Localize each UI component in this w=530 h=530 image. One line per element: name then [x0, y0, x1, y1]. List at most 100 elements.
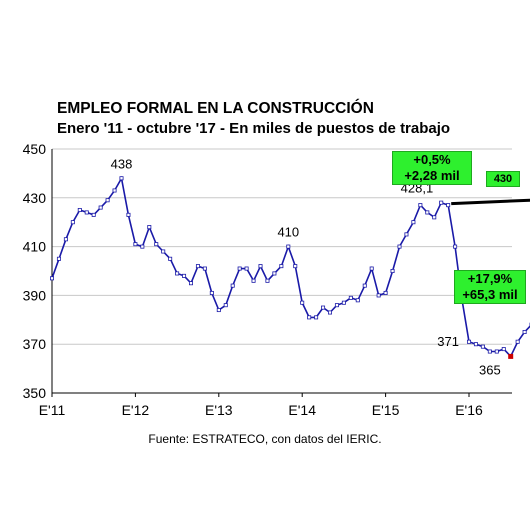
chart-subtitle: Enero '11 - octubre '17 - En miles de pu… — [57, 120, 451, 137]
data-point — [279, 264, 284, 269]
data-point — [473, 342, 478, 347]
data-point — [439, 200, 444, 205]
data-point — [446, 203, 451, 208]
point-label: 410 — [277, 225, 299, 240]
chart-title: EMPLEO FORMAL EN LA CONSTRUCCIÓN — [57, 100, 374, 117]
end-value-box: 430 — [486, 171, 520, 187]
data-point — [487, 349, 492, 354]
data-point — [327, 310, 332, 315]
data-point — [161, 249, 166, 254]
data-point — [494, 349, 499, 354]
data-point — [251, 278, 256, 283]
axes — [51, 149, 512, 397]
data-point — [182, 273, 187, 278]
data-point — [98, 205, 103, 210]
data-point — [383, 290, 388, 295]
x-tick-label: E'11 — [39, 402, 66, 418]
data-point — [119, 176, 124, 181]
data-point — [126, 212, 131, 217]
data-point — [334, 303, 339, 308]
x-tick-label: E'15 — [372, 402, 400, 418]
data-point — [175, 271, 180, 276]
data-point — [63, 237, 68, 242]
data-point — [209, 290, 214, 295]
data-point — [223, 303, 228, 308]
point-label: 438 — [111, 156, 133, 171]
y-tick-label: 430 — [23, 190, 47, 206]
data-point — [195, 264, 200, 269]
series-line-path — [51, 176, 530, 358]
data-point — [307, 315, 312, 320]
data-point — [369, 266, 374, 271]
annotation-box-top-line1: +0,5% — [413, 152, 451, 167]
data-point — [522, 329, 527, 334]
y-tick-label: 390 — [23, 287, 47, 303]
data-point — [453, 244, 458, 249]
data-point — [230, 283, 235, 288]
data-point — [404, 232, 409, 237]
annotation-box-right-line2: +65,3 mil — [462, 287, 518, 302]
data-point — [91, 212, 96, 217]
data-point — [70, 220, 75, 225]
point-label: 365 — [479, 362, 501, 377]
data-point — [300, 300, 305, 305]
data-point — [355, 298, 360, 303]
data-point — [244, 266, 249, 271]
data-point — [293, 264, 298, 269]
data-point — [147, 225, 152, 230]
data-point — [362, 283, 367, 288]
y-tick-label: 450 — [23, 141, 47, 157]
x-tick-label: E'13 — [205, 402, 233, 418]
x-tick-label: E'14 — [288, 402, 316, 418]
data-point — [272, 271, 277, 276]
data-point — [154, 242, 159, 247]
chart-source: Fuente: ESTRATECO, con datos del IERIC. — [148, 432, 382, 446]
data-point — [390, 268, 395, 273]
data-point — [105, 198, 110, 203]
data-point — [258, 264, 263, 269]
data-point — [140, 244, 145, 249]
data-point — [77, 207, 82, 212]
data-point — [418, 203, 423, 208]
data-point — [188, 281, 193, 286]
end-value-label: 430 — [493, 173, 513, 185]
annotation-box-right: +17,9% +65,3 mil — [454, 270, 526, 304]
series-points — [50, 176, 530, 359]
data-point — [480, 344, 485, 349]
annotation-box-top: +0,5% +2,28 mil — [392, 151, 472, 185]
data-point — [286, 244, 291, 249]
data-point — [50, 276, 55, 281]
data-point — [348, 295, 353, 300]
series-line — [51, 176, 530, 358]
data-point — [237, 266, 242, 271]
tick-labels: 350 370 390 410 430 450 E'11 E'12 E'13 E'14 E'15 E'… — [23, 141, 483, 418]
data-point — [84, 210, 89, 215]
data-point — [411, 220, 416, 225]
annotation-box-top-line2: +2,28 mil — [404, 168, 460, 183]
data-point — [501, 347, 506, 352]
data-point — [515, 339, 520, 344]
x-tick-label: E'16 — [455, 402, 483, 418]
data-point — [341, 300, 346, 305]
data-point — [425, 210, 430, 215]
data-point — [168, 256, 173, 261]
data-point — [314, 315, 319, 320]
x-tick-label: E'12 — [122, 402, 150, 418]
data-point — [466, 339, 471, 344]
y-tick-label: 370 — [23, 336, 47, 352]
data-point — [265, 278, 270, 283]
data-point — [56, 256, 61, 261]
data-point — [202, 266, 207, 271]
data-point — [321, 305, 326, 310]
annotation-box-right-line1: +17,9% — [467, 271, 513, 286]
data-point — [112, 188, 117, 193]
highlight-point — [508, 353, 514, 359]
data-point — [397, 244, 402, 249]
y-tick-label: 350 — [23, 385, 47, 401]
data-point — [432, 215, 437, 220]
annotation-arrows — [451, 198, 530, 206]
gridlines — [52, 148, 512, 345]
arrow-horizontal — [451, 198, 530, 206]
